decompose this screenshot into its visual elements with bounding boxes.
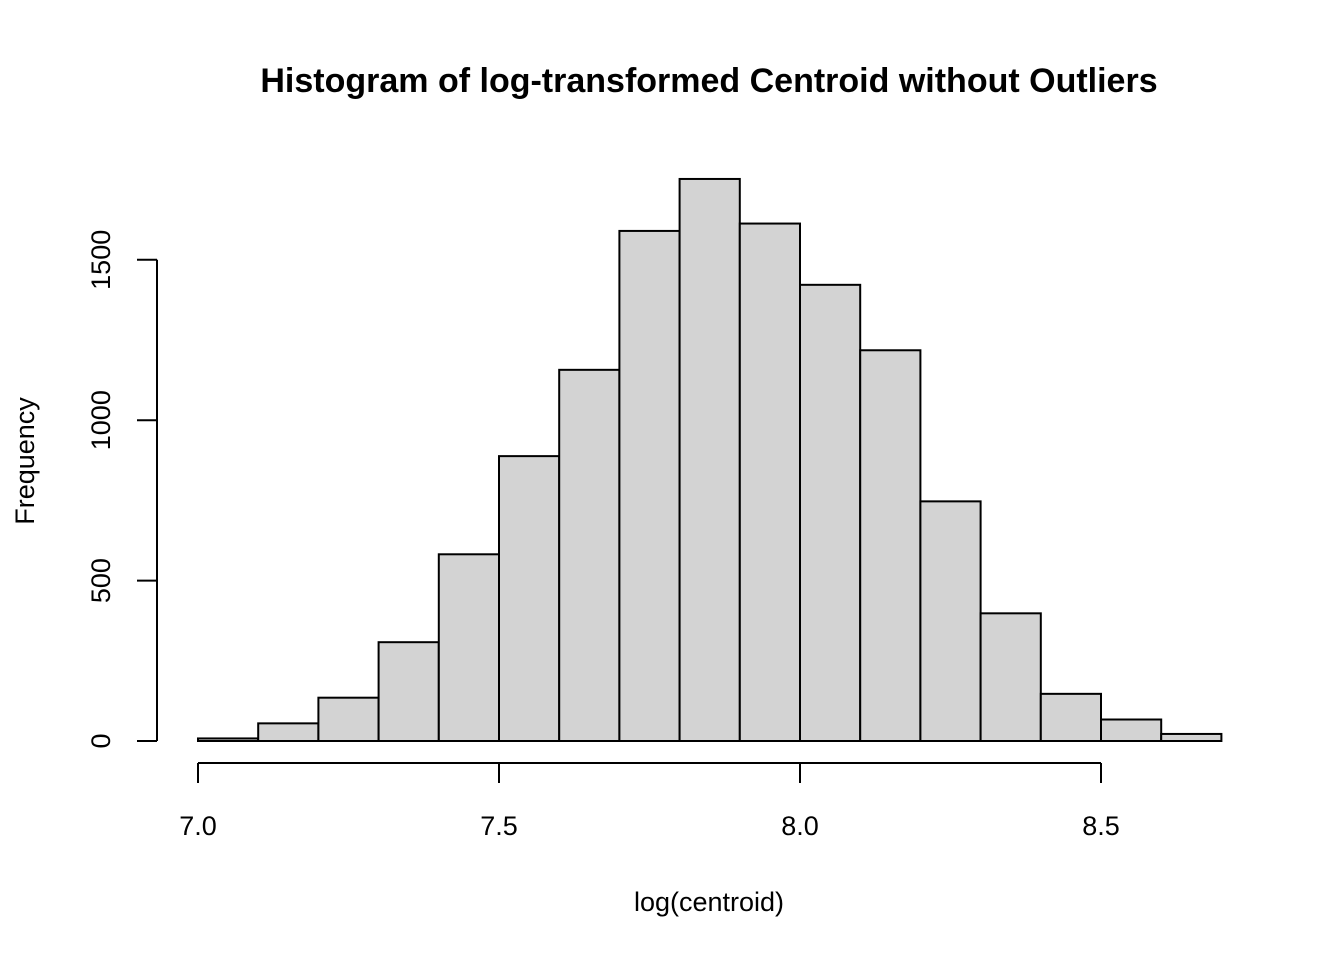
y-tick-label: 1500 (86, 230, 116, 290)
histogram-bar (317, 696, 380, 743)
y-tick-label: 1000 (86, 390, 116, 450)
y-axis: 0 500 1000 1500 (86, 230, 158, 749)
histogram-bar (1160, 732, 1223, 742)
histogram-bar (618, 229, 681, 742)
histogram-bar (919, 500, 982, 742)
histogram-bar (859, 349, 922, 742)
histogram-bar (1100, 718, 1163, 743)
bars-group (197, 177, 1223, 743)
histogram-bar (1039, 692, 1103, 743)
x-axis-title: log(centroid) (634, 887, 784, 917)
histogram-bar (738, 222, 801, 742)
histogram-bar (197, 737, 260, 742)
x-tick-label: 8.5 (1082, 811, 1120, 841)
x-axis: 7.0 7.5 8.0 8.5 (179, 762, 1120, 841)
histogram-bar (498, 455, 561, 742)
histogram-bar (799, 283, 862, 742)
histogram-bar (437, 553, 500, 742)
histogram-bar (558, 368, 621, 742)
y-tick-label: 500 (86, 558, 116, 603)
x-tick-label: 8.0 (781, 811, 819, 841)
chart-title: Histogram of log-transformed Centroid wi… (260, 62, 1157, 100)
y-tick-label: 0 (86, 733, 116, 748)
histogram-bar (678, 177, 741, 743)
histogram-bar (377, 641, 440, 742)
x-tick-label: 7.5 (480, 811, 518, 841)
histogram-bar (979, 612, 1042, 742)
histogram-bar (257, 722, 320, 743)
x-tick-label: 7.0 (179, 811, 217, 841)
y-axis-title: Frequency (10, 397, 40, 525)
